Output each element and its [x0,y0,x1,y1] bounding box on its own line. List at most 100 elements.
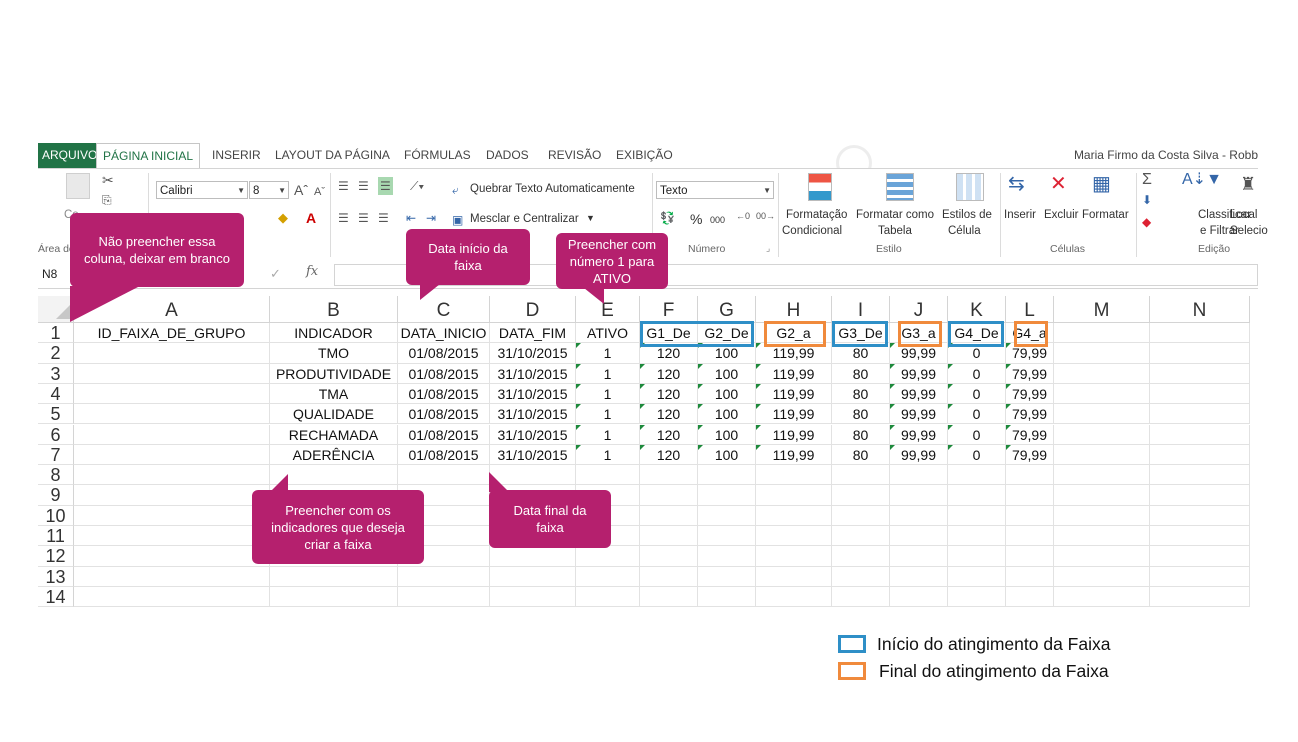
table-cell[interactable]: 79,99 [1006,424,1054,445]
empty-cell[interactable] [832,546,890,567]
header-cell[interactable]: DATA_INICIO [398,323,490,344]
row-header-12[interactable]: 12 [38,546,74,567]
column-header-h[interactable]: H [756,296,832,323]
empty-cell[interactable] [948,526,1006,547]
empty-cell[interactable] [832,505,890,526]
row-header-14[interactable]: 14 [38,586,74,608]
table-cell[interactable]: 120 [640,424,698,445]
empty-cell[interactable] [698,586,756,608]
table-cell[interactable]: 100 [698,363,756,384]
name-box[interactable]: N8 [42,267,58,281]
empty-cell[interactable] [1054,424,1150,445]
empty-cell[interactable] [398,465,490,486]
table-cell[interactable]: 80 [832,444,890,466]
empty-cell[interactable] [1150,485,1250,506]
row-header-7[interactable]: 7 [38,444,74,466]
empty-cell[interactable] [398,586,490,608]
header-cell[interactable]: ATIVO [576,323,640,344]
empty-cell[interactable] [1006,546,1054,567]
table-cell[interactable]: 01/08/2015 [398,404,490,425]
table-cell[interactable]: 01/08/2015 [398,383,490,405]
tab-file[interactable]: ARQUIVO [38,143,102,168]
empty-cell[interactable] [890,546,948,567]
empty-cell[interactable] [490,465,576,486]
empty-cell[interactable] [576,465,640,486]
row-header-10[interactable]: 10 [38,505,74,526]
cell-styles-label-1[interactable]: Estilos de [942,209,992,221]
table-cell[interactable]: 31/10/2015 [490,444,576,466]
empty-cell[interactable] [640,566,698,587]
empty-cell[interactable] [832,485,890,506]
table-cell[interactable]: 80 [832,383,890,405]
empty-cell[interactable] [1150,526,1250,547]
table-cell[interactable]: 01/08/2015 [398,424,490,445]
table-cell[interactable]: 119,99 [756,363,832,384]
table-cell[interactable]: 0 [948,383,1006,405]
table-cell[interactable]: 01/08/2015 [398,444,490,466]
empty-cell[interactable] [1054,343,1150,364]
row-header-6[interactable]: 6 [38,424,74,445]
empty-cell[interactable] [890,465,948,486]
empty-cell[interactable] [74,485,270,506]
header-cell[interactable]: G3_a [890,323,948,344]
table-cell[interactable]: 100 [698,404,756,425]
empty-cell[interactable] [948,485,1006,506]
table-cell[interactable]: 119,99 [756,444,832,466]
thousands-button[interactable]: 000 [710,215,726,225]
empty-cell[interactable] [698,465,756,486]
table-cell[interactable]: TMO [270,343,398,364]
empty-cell[interactable] [1006,566,1054,587]
empty-cell[interactable] [832,586,890,608]
table-cell[interactable]: 119,99 [756,424,832,445]
empty-cell[interactable] [1006,586,1054,608]
empty-cell[interactable] [490,566,576,587]
tab-formulas[interactable]: FÓRMULAS [404,148,471,162]
empty-cell[interactable] [576,546,640,567]
copy-icon[interactable]: ⎘ [102,193,112,207]
paste-icon[interactable] [66,173,90,199]
row-header-1[interactable]: 1 [38,323,74,344]
table-cell[interactable]: QUALIDADE [270,404,398,425]
empty-cell[interactable] [1150,404,1250,425]
clear-icon[interactable]: ◆ [1142,215,1152,229]
empty-cell[interactable] [698,505,756,526]
empty-cell[interactable] [1150,424,1250,445]
decrease-indent-icon[interactable]: ⇤ [406,211,417,225]
empty-cell[interactable] [640,485,698,506]
align-middle-icon[interactable]: ☰ [358,179,369,193]
empty-cell[interactable] [948,566,1006,587]
empty-cell[interactable] [832,465,890,486]
table-cell[interactable]: 1 [576,383,640,405]
align-bottom-icon[interactable]: ☰ [378,177,393,195]
table-cell[interactable]: TMA [270,383,398,405]
column-header-f[interactable]: F [640,296,698,323]
empty-cell[interactable] [270,566,398,587]
tab-review[interactable]: REVISÃO [548,148,602,162]
header-cell[interactable]: G1_De [640,323,698,344]
table-cell[interactable]: 80 [832,343,890,364]
column-header-m[interactable]: M [1054,296,1150,323]
empty-cell[interactable] [74,586,270,608]
tab-insert[interactable]: INSERIR [212,148,261,162]
column-header-k[interactable]: K [948,296,1006,323]
table-cell[interactable]: 0 [948,424,1006,445]
dialog-launcher-icon[interactable]: ⌟ [766,243,771,253]
table-cell[interactable]: 99,99 [890,404,948,425]
table-cell[interactable]: 120 [640,363,698,384]
column-header-j[interactable]: J [890,296,948,323]
row-header-3[interactable]: 3 [38,363,74,384]
shrink-font-icon[interactable]: Aˇ [314,186,325,198]
table-cell[interactable]: 1 [576,343,640,364]
table-cell[interactable]: 0 [948,404,1006,425]
table-cell[interactable]: 79,99 [1006,343,1054,364]
table-cell[interactable]: 80 [832,363,890,384]
table-cell[interactable]: 0 [948,363,1006,384]
find-label-2[interactable]: Selecio [1230,225,1268,237]
empty-cell[interactable] [1150,444,1250,466]
number-format-select[interactable]: Texto ▼ [656,181,774,199]
table-cell[interactable]: 99,99 [890,383,948,405]
empty-cell[interactable] [948,505,1006,526]
empty-cell[interactable] [640,465,698,486]
column-header-i[interactable]: I [832,296,890,323]
empty-cell[interactable] [948,465,1006,486]
